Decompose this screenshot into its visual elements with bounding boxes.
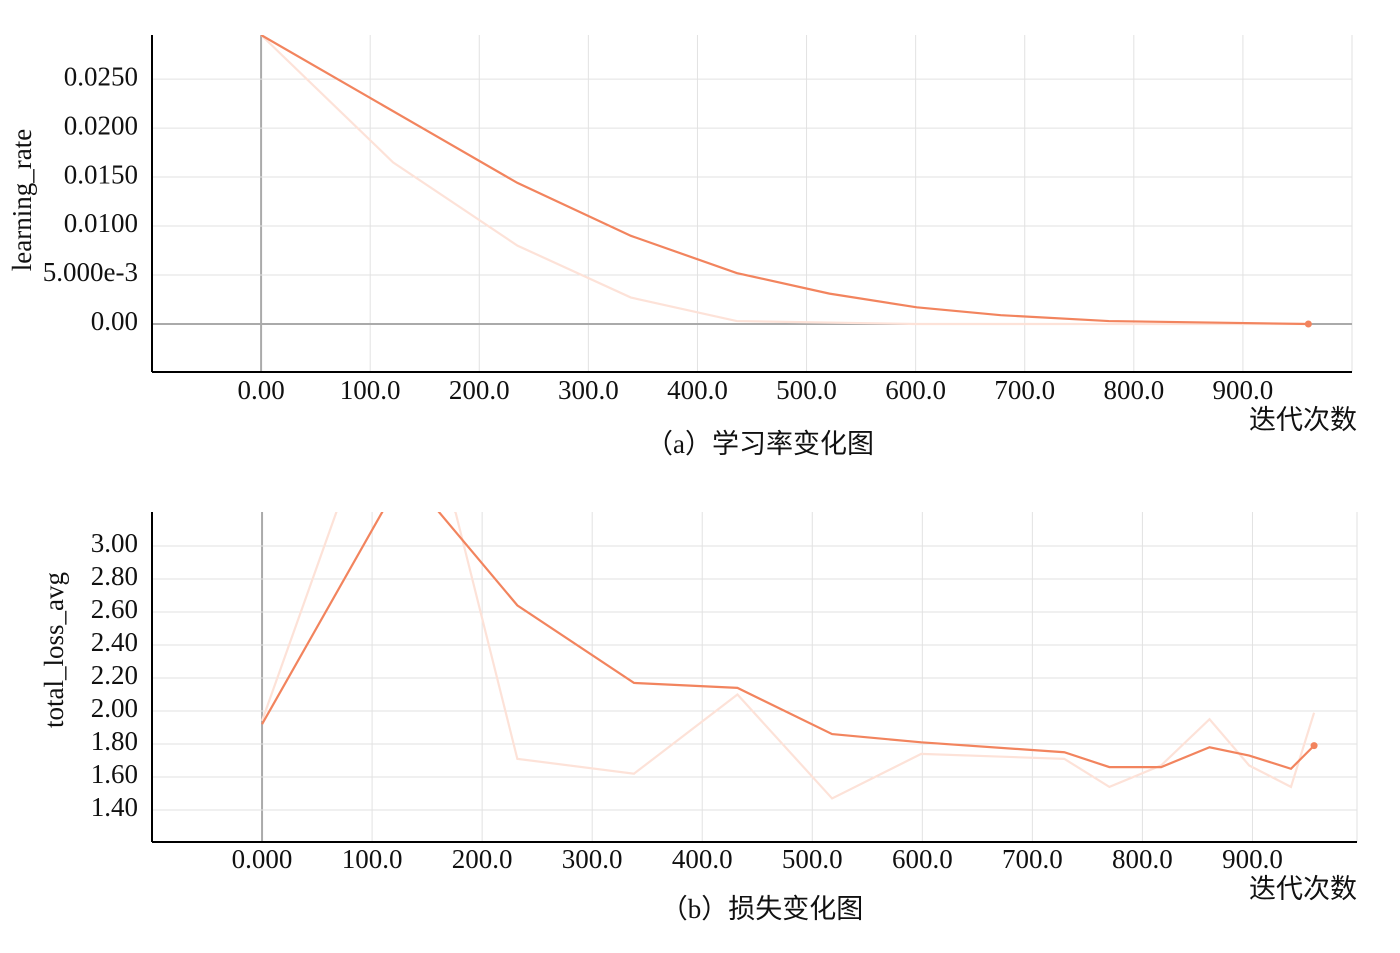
series-line [261, 512, 1316, 800]
y-tick-label: 2.20 [91, 660, 138, 690]
x-tick-label: 0.000 [232, 844, 293, 874]
caption: （b）损失变化图 [661, 894, 864, 924]
x-tick-label: 800.0 [1112, 844, 1173, 874]
x-tick-label: 0.00 [237, 375, 284, 405]
x-tick-label: 400.0 [672, 844, 733, 874]
y-tick-label: 0.0100 [64, 208, 138, 238]
x-tick-label: 500.0 [776, 375, 837, 405]
x-tick-label: 200.0 [449, 375, 510, 405]
caption: （a）学习率变化图 [646, 429, 874, 459]
x-tick-label: 300.0 [558, 375, 619, 405]
series-line [260, 35, 1309, 326]
y-axis-label: learning_rate [7, 129, 37, 271]
x-tick-label: 600.0 [885, 375, 946, 405]
series-line [261, 512, 1315, 770]
y-tick-label: 0.0200 [64, 110, 138, 140]
y-axis-label: total_loss_avg [39, 572, 69, 728]
y-tick-label: 3.00 [91, 528, 138, 558]
y-tick-label: 1.40 [91, 792, 138, 822]
series-line [260, 35, 1309, 326]
y-tick-label: 2.80 [91, 561, 138, 591]
y-tick-label: 1.80 [91, 726, 138, 756]
x-tick-label: 800.0 [1103, 375, 1164, 405]
x-tick-label: 500.0 [782, 844, 843, 874]
x-axis-label: 迭代次数 [1249, 405, 1357, 435]
y-tick-label: 2.00 [91, 693, 138, 723]
y-tick-label: 1.60 [91, 759, 138, 789]
x-tick-label: 700.0 [994, 375, 1055, 405]
x-tick-label: 600.0 [892, 844, 953, 874]
x-tick-label: 200.0 [452, 844, 513, 874]
x-tick-label: 900.0 [1213, 375, 1274, 405]
x-tick-label: 100.0 [342, 844, 403, 874]
y-tick-label: 2.40 [91, 627, 138, 657]
y-tick-label: 2.60 [91, 594, 138, 624]
x-tick-label: 100.0 [340, 375, 401, 405]
end-marker [1304, 320, 1312, 328]
x-axis-label: 迭代次数 [1249, 874, 1357, 904]
x-tick-label: 700.0 [1002, 844, 1063, 874]
end-marker [1310, 742, 1318, 750]
x-tick-label: 300.0 [562, 844, 623, 874]
y-tick-label: 0.0150 [64, 159, 138, 189]
y-tick-label: 5.000e-3 [43, 257, 138, 287]
y-tick-label: 0.00 [91, 306, 138, 336]
x-tick-label: 400.0 [667, 375, 728, 405]
x-tick-label: 900.0 [1222, 844, 1283, 874]
y-tick-label: 0.0250 [64, 61, 138, 91]
